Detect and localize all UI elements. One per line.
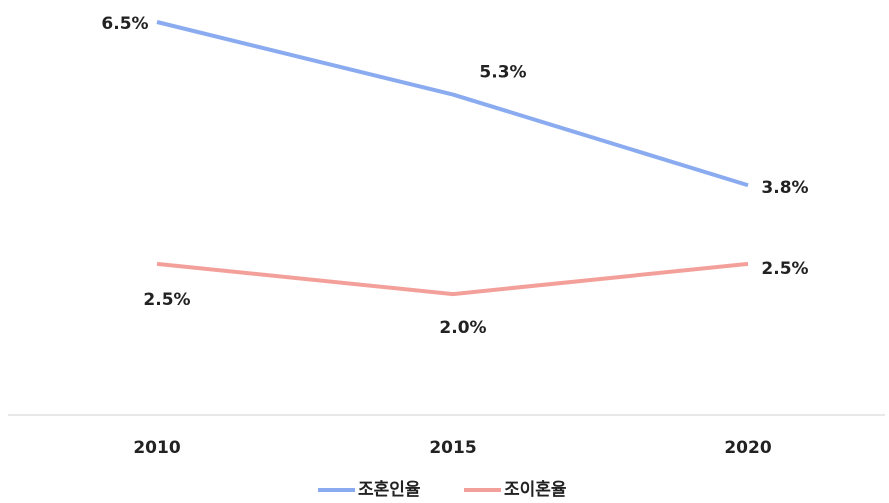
data-label: 6.5% xyxy=(101,14,148,34)
series-line xyxy=(156,20,749,188)
legend-label: 조이혼율 xyxy=(504,479,567,500)
legend-label: 조혼인율 xyxy=(358,479,421,500)
data-label: 2.5% xyxy=(761,259,808,279)
data-label: 2.5% xyxy=(143,290,190,310)
data-label: 3.8% xyxy=(761,178,808,198)
data-label: 5.3% xyxy=(479,63,526,83)
data-label: 2.0% xyxy=(439,318,486,338)
x-tick-label: 2015 xyxy=(429,438,476,458)
series-line xyxy=(156,261,749,297)
x-tick-label: 2010 xyxy=(133,438,180,458)
x-tick-label: 2020 xyxy=(724,438,771,458)
